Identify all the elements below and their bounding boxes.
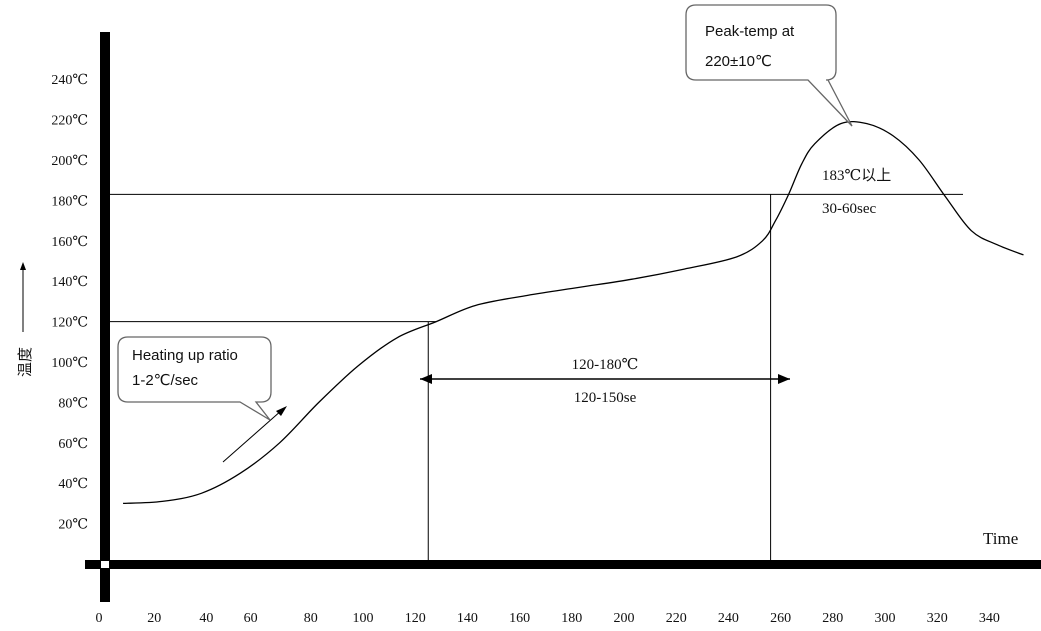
y-tick-label: 140℃	[51, 275, 88, 290]
y-tick-labels: 20℃ 40℃ 60℃ 80℃ 100℃ 120℃ 140℃ 160℃ 180℃ 200℃ 220℃…	[51, 73, 88, 532]
y-tick-label: 220℃	[51, 114, 88, 129]
y-tick-label: 40℃	[58, 477, 88, 492]
x-tick-labels: 0 20 40 60 80 100 120 140 160 180 200 220 240 260 280 3…	[96, 611, 1000, 626]
x-tick-label: 280	[822, 611, 843, 626]
x-tick-label: 240	[718, 611, 739, 626]
y-tick-label: 160℃	[51, 235, 88, 250]
x-tick-label: 320	[927, 611, 948, 626]
x-tick-label: 0	[96, 611, 103, 626]
x-tick-label: 340	[979, 611, 1000, 626]
soak-duration-arrow	[420, 374, 790, 384]
origin-marker	[101, 561, 109, 568]
x-tick-label: 120	[405, 611, 426, 626]
peak-callout-line1: Peak-temp at	[705, 23, 795, 40]
heating-callout-line1: Heating up ratio	[132, 347, 238, 364]
soak-duration-label: 120-150se	[574, 390, 637, 406]
heating-callout: Heating up ratio 1-2℃/sec	[117, 336, 272, 421]
over183-duration: 30-60sec	[822, 201, 876, 217]
x-tick-label: 180	[561, 611, 582, 626]
x-tick-label: 80	[304, 611, 318, 626]
y-tick-label: 20℃	[58, 518, 88, 533]
x-tick-label: 140	[457, 611, 478, 626]
x-tick-label: 300	[875, 611, 896, 626]
x-tick-label: 200	[614, 611, 635, 626]
reference-lines	[110, 193, 963, 560]
soak-temp-label: 120-180℃	[572, 357, 639, 373]
x-tick-label: 60	[244, 611, 258, 626]
y-tick-label: 120℃	[51, 316, 88, 331]
x-axis	[85, 560, 1041, 569]
x-tick-label: 220	[666, 611, 687, 626]
y-tick-label: 80℃	[58, 396, 88, 411]
y-axis	[100, 32, 110, 602]
x-tick-label: 260	[770, 611, 791, 626]
over183-label: 183℃以上	[822, 167, 891, 184]
x-tick-label: 100	[353, 611, 374, 626]
y-axis-title: 温度	[17, 347, 34, 377]
x-tick-label: 20	[147, 611, 161, 626]
heating-arrow	[222, 406, 287, 463]
heating-callout-line2: 1-2℃/sec	[132, 372, 199, 389]
y-tick-label: 60℃	[58, 437, 88, 452]
y-axis-label: 温度	[17, 262, 34, 377]
x-tick-label: 160	[509, 611, 530, 626]
peak-callout-line2: 220±10℃	[705, 53, 772, 70]
y-tick-label: 180℃	[51, 194, 88, 209]
y-tick-label: 100℃	[51, 356, 88, 371]
peak-callout: Peak-temp at 220±10℃	[685, 4, 853, 127]
x-tick-label: 40	[199, 611, 213, 626]
series-line	[123, 120, 1024, 505]
y-tick-label: 240℃	[51, 73, 88, 88]
x-axis-title: Time	[983, 529, 1018, 548]
y-tick-label: 200℃	[51, 154, 88, 169]
